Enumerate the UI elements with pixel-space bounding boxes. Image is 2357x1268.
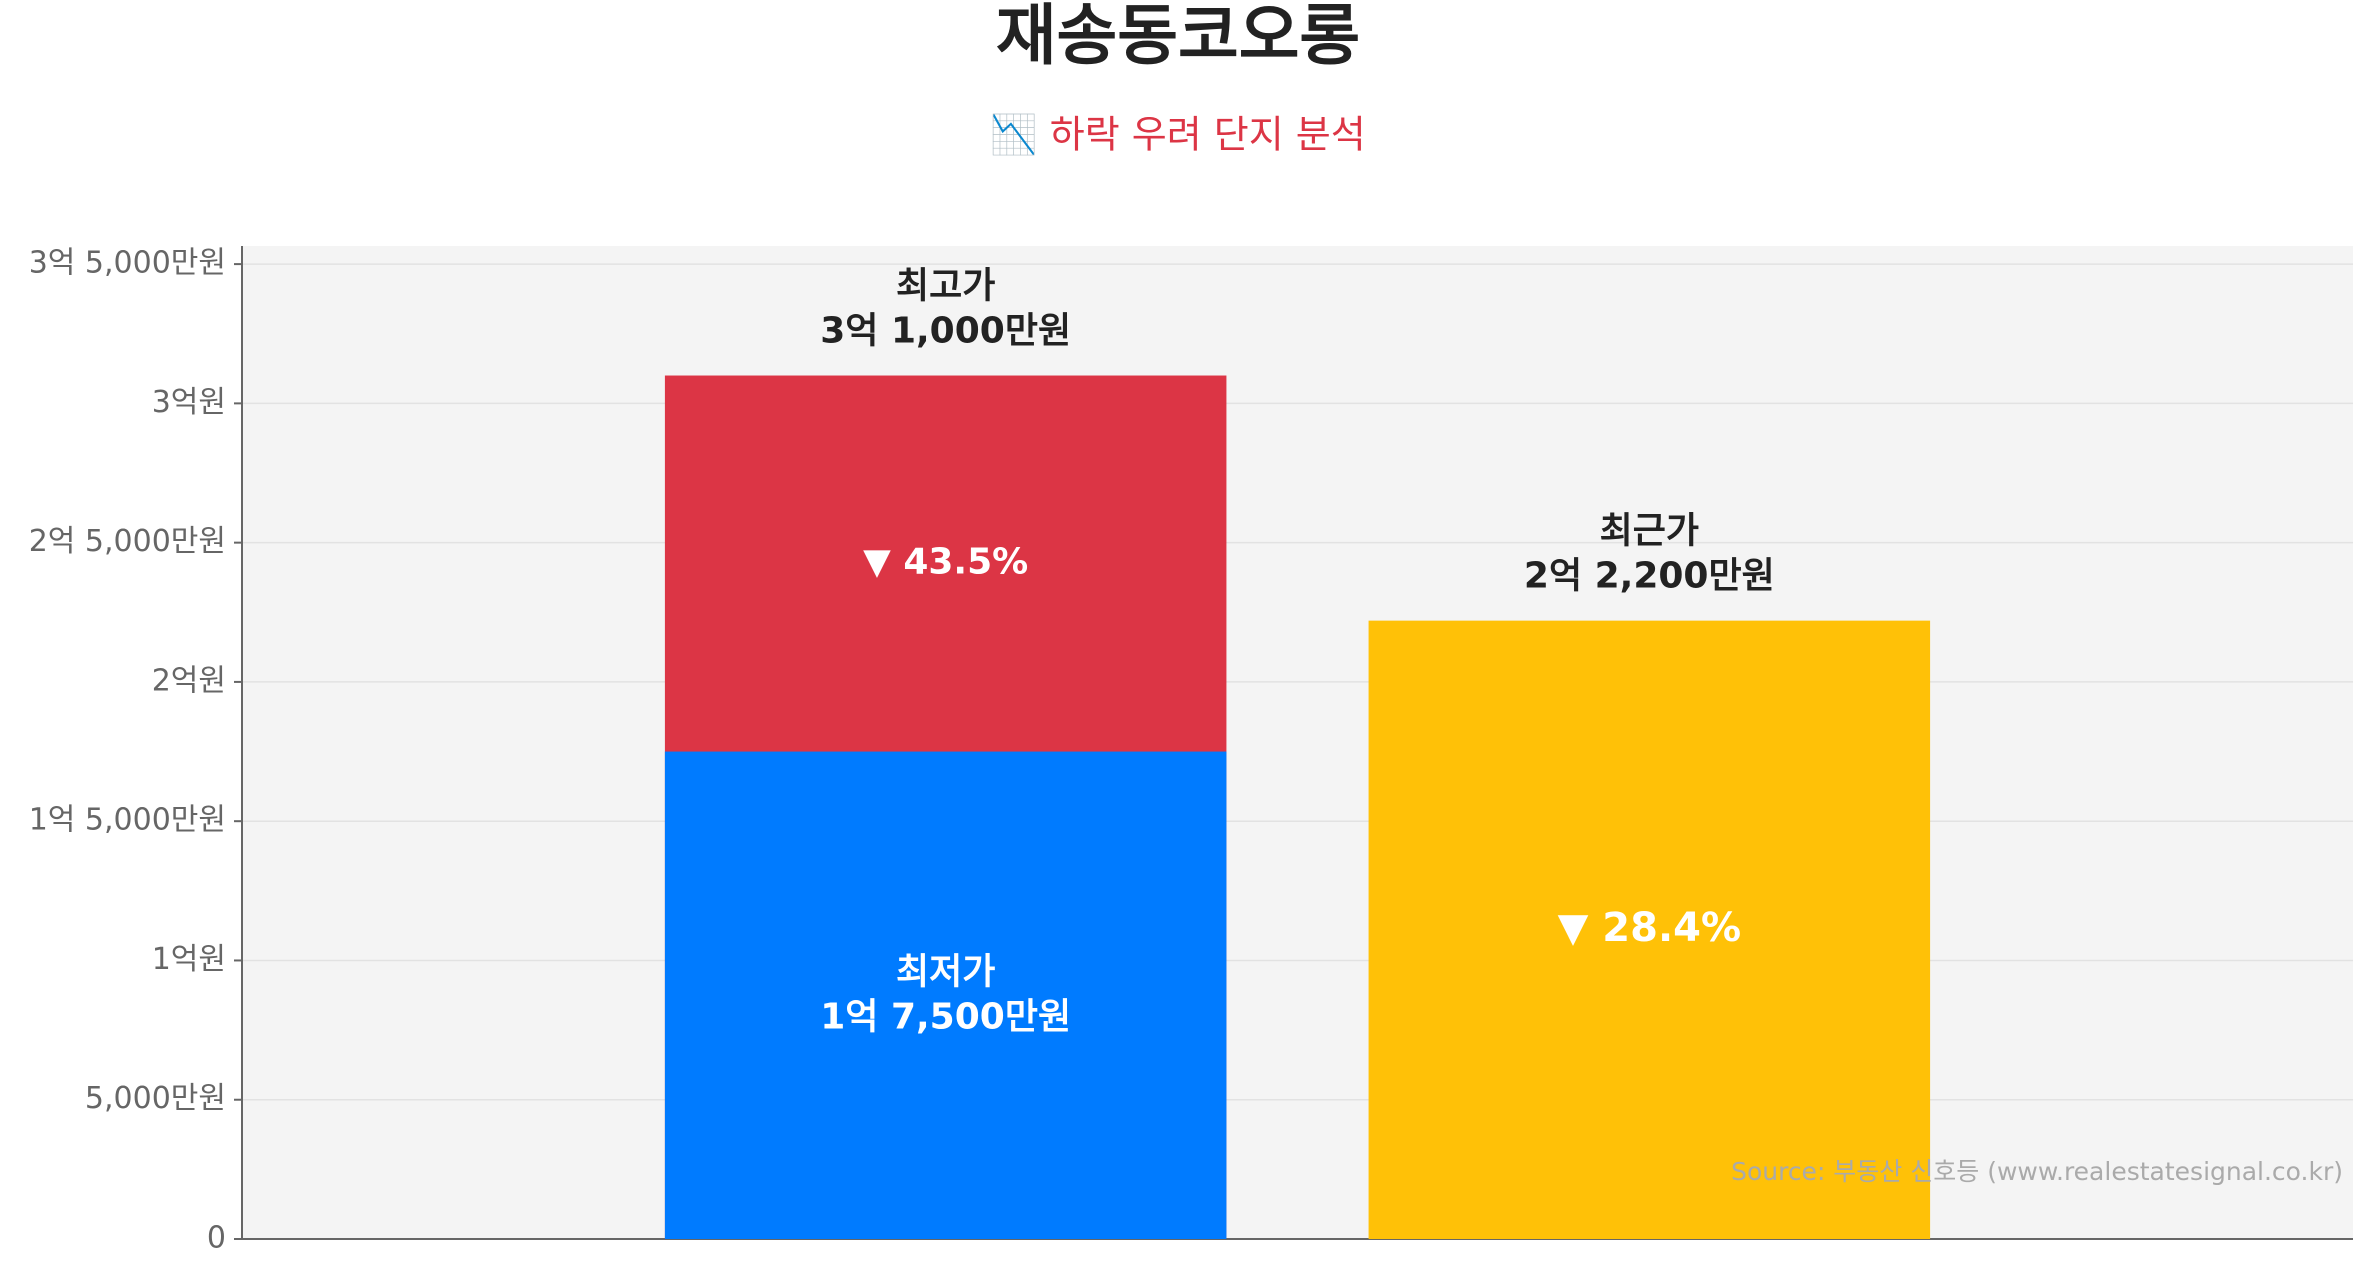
annotation: ▼ 43.5% [863,542,1028,583]
source: Source: 부동산 신호등 (www.realestatesignal.co… [1731,1157,2343,1186]
bar [664,751,1227,1239]
chart-subtitle: 📉 하락 우려 단지 분석 [990,113,1365,157]
chart-title: 재송동코오롱 [996,0,1360,74]
y-tick-label: 0 [207,1221,226,1256]
bar-name-label: 최근가 [1600,511,1699,552]
bar-name-label: 최고가 [896,266,995,307]
bar [1368,620,1931,1239]
y-tick-label: 2억원 [152,663,226,698]
y-tick-label: 1억원 [152,942,226,977]
y-tick-label: 1억 5,000만원 [29,803,226,838]
y-tick-label: 3억 5,000만원 [29,246,226,281]
y-tick-label: 2억 5,000만원 [29,524,226,559]
y-tick-label: 5,000만원 [85,1081,226,1116]
plot-area [242,246,2353,1239]
value-label: 2억 2,200만원 [1524,556,1775,597]
value-label: 1억 7,500만원 [820,996,1071,1037]
y-tick-label: 3억원 [152,385,226,420]
bar-name-label: 최저가 [896,951,995,992]
annotation: ▼ 28.4% [1558,905,1741,951]
value-label: 3억 1,000만원 [820,311,1071,352]
